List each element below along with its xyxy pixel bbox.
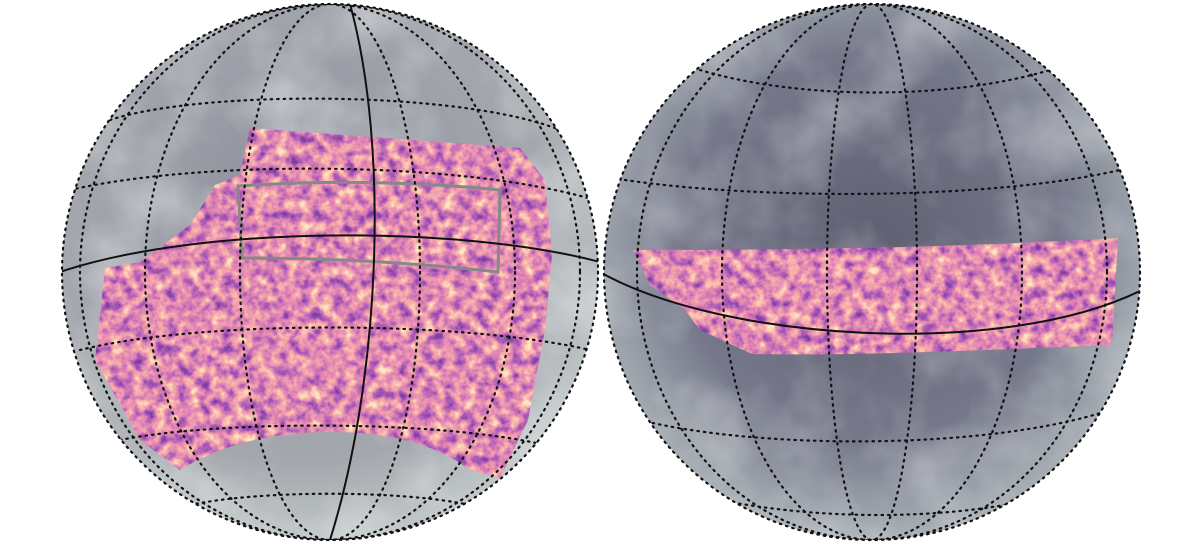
highlight-box: [236, 181, 502, 274]
right-sphere: [602, 2, 1142, 542]
graticule: [62, 4, 598, 540]
graticule: [604, 4, 1140, 540]
sphere-outline: [602, 2, 1142, 542]
left-sphere: [60, 2, 600, 542]
sphere-outline: [60, 2, 600, 542]
cmb-band: [633, 238, 1118, 355]
